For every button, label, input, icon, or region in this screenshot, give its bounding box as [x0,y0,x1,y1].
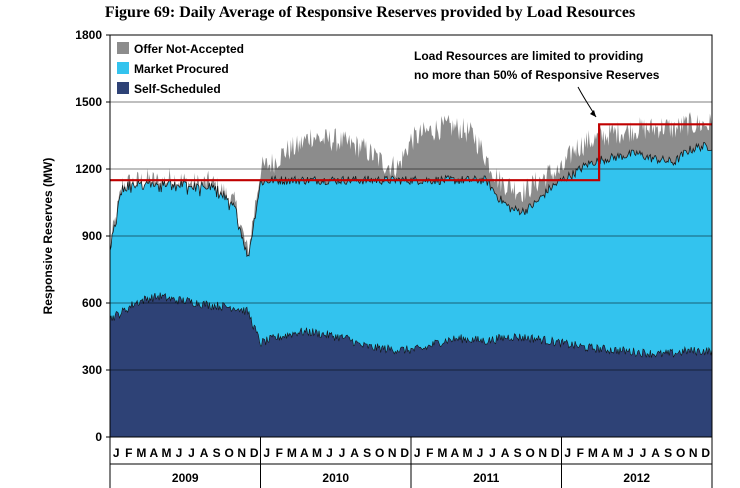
annotation-line-2: no more than 50% of Responsive Reserves [414,68,660,82]
month-label-2011-3: M [437,446,447,460]
month-label-2009-9: S [213,446,221,460]
month-label-2010-3: M [287,446,297,460]
month-label-2011-2: F [426,446,433,460]
month-label-2012-3: M [588,446,598,460]
y-tick-label-300: 300 [82,363,102,377]
month-label-2009-4: A [150,446,159,460]
month-label-2011-10: O [525,446,534,460]
month-label-2012-4: A [601,446,610,460]
month-label-2009-12: D [250,446,259,460]
month-label-2009-5: M [161,446,171,460]
month-label-2010-9: S [363,446,371,460]
limit-line-group [110,123,712,182]
month-label-2010-2: F [276,446,283,460]
month-label-2009-3: M [136,446,146,460]
month-label-2012-11: N [689,446,698,460]
month-label-2010-12: D [400,446,409,460]
y-tick-label-1800: 1800 [75,28,102,42]
area-offer-not-accepted [110,112,712,257]
month-label-2012-7: J [640,446,647,460]
year-label-2012: 2012 [623,471,650,485]
area-market-procured [110,142,712,358]
y-tick-label-0: 0 [95,430,102,444]
month-label-2009-10: O [224,446,233,460]
y-tick-label-600: 600 [82,296,102,310]
annotation-arrowhead [590,110,596,117]
area-self-scheduled [110,292,712,437]
month-label-2010-5: M [312,446,322,460]
month-label-2012-6: J [627,446,634,460]
annotation-line-1: Load Resources are limited to providing [414,49,643,63]
y-tick-label-900: 900 [82,229,102,243]
month-label-2010-1: J [263,446,270,460]
month-label-2011-9: S [514,446,522,460]
legend-label-self_scheduled: Self-Scheduled [134,82,221,96]
y-tick-label-1200: 1200 [75,162,102,176]
axes [106,34,713,488]
chart-title: Figure 69: Daily Average of Responsive R… [104,4,636,21]
month-label-2009-2: F [125,446,132,460]
y-axis-label: Responsive Reserves (MW) [41,158,55,315]
grid-lines-overlay [110,34,712,371]
month-label-2011-1: J [414,446,421,460]
month-label-2011-8: A [501,446,510,460]
month-label-2012-8: A [651,446,660,460]
month-label-2009-1: J [113,446,120,460]
month-label-2011-5: M [462,446,472,460]
month-label-2010-10: O [375,446,384,460]
legend-label-offer_not_accepted: Offer Not-Accepted [134,42,244,56]
month-label-2009-8: A [200,446,209,460]
legend-swatch-offer_not_accepted [117,42,129,54]
month-label-2012-5: M [613,446,623,460]
year-label-2011: 2011 [473,471,499,485]
month-label-2010-7: J [339,446,346,460]
y-tick-label-1500: 1500 [75,95,102,109]
month-label-2011-11: N [538,446,547,460]
month-label-2012-9: S [664,446,672,460]
month-label-2012-10: O [676,446,685,460]
month-label-2009-6: J [176,446,183,460]
month-label-2011-6: J [477,446,484,460]
month-label-2010-11: N [388,446,397,460]
annotation: Load Resources are limited to providing n… [414,49,660,118]
year-label-2009: 2009 [172,471,199,485]
year-label-2010: 2010 [322,471,349,485]
month-label-2011-12: D [551,446,560,460]
legend-swatch-self_scheduled [117,82,129,94]
month-label-2010-6: J [326,446,333,460]
month-label-2009-7: J [188,446,195,460]
month-label-2012-12: D [701,446,710,460]
legend: Offer Not-Accepted Market Procured Self-Sc… [117,42,244,96]
self-scheduled-outline [109,292,713,358]
month-label-2010-4: A [300,446,309,460]
month-label-2011-7: J [489,446,496,460]
stacked-areas [109,34,713,437]
limit-line [110,123,712,182]
month-label-2010-8: A [350,446,359,460]
market-procured-outline [109,142,713,258]
month-label-2009-11: N [237,446,246,460]
month-label-2012-2: F [577,446,584,460]
legend-label-market_procured: Market Procured [134,62,229,76]
legend-swatch-market_procured [117,62,129,74]
month-label-2012-1: J [564,446,571,460]
month-label-2011-4: A [451,446,460,460]
